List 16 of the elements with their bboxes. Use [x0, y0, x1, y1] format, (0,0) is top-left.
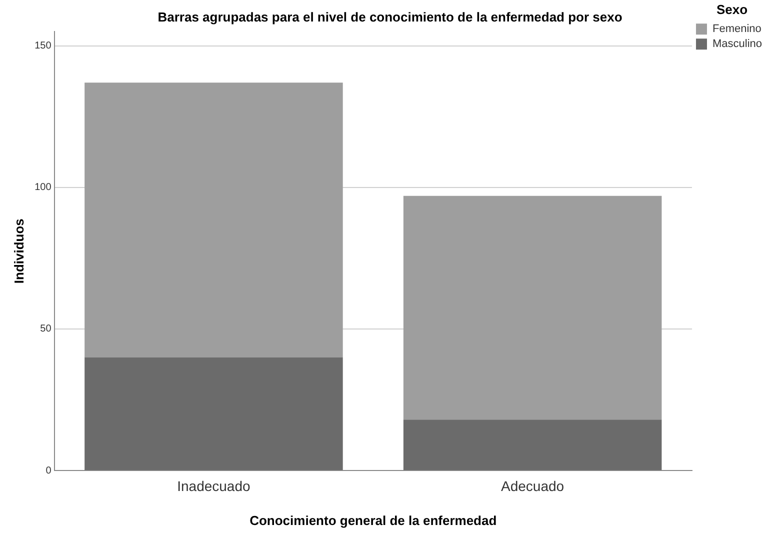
x-axis-title: Conocimiento general de la enfermedad	[250, 512, 497, 528]
y-axis-title: Individuos	[11, 218, 26, 284]
bar	[403, 420, 662, 470]
legend-label: Femenino	[712, 23, 762, 36]
bar	[84, 82, 343, 358]
x-tick-label: Adecuado	[501, 478, 564, 494]
legend-label: Masculino	[712, 38, 762, 50]
y-tick-label: 0	[46, 465, 52, 476]
legend-title: Sexo	[716, 2, 748, 18]
y-tick-label: 150	[34, 40, 52, 52]
y-tick-label: 100	[34, 182, 52, 194]
chart-title: Barras agrupadas para el nivel de conocimiento de la enfermedad por sexo	[158, 9, 622, 24]
y-tick-label: 50	[40, 324, 52, 335]
bar	[84, 357, 343, 470]
x-tick-label: Inadecuado	[177, 478, 251, 494]
bar	[403, 196, 662, 420]
